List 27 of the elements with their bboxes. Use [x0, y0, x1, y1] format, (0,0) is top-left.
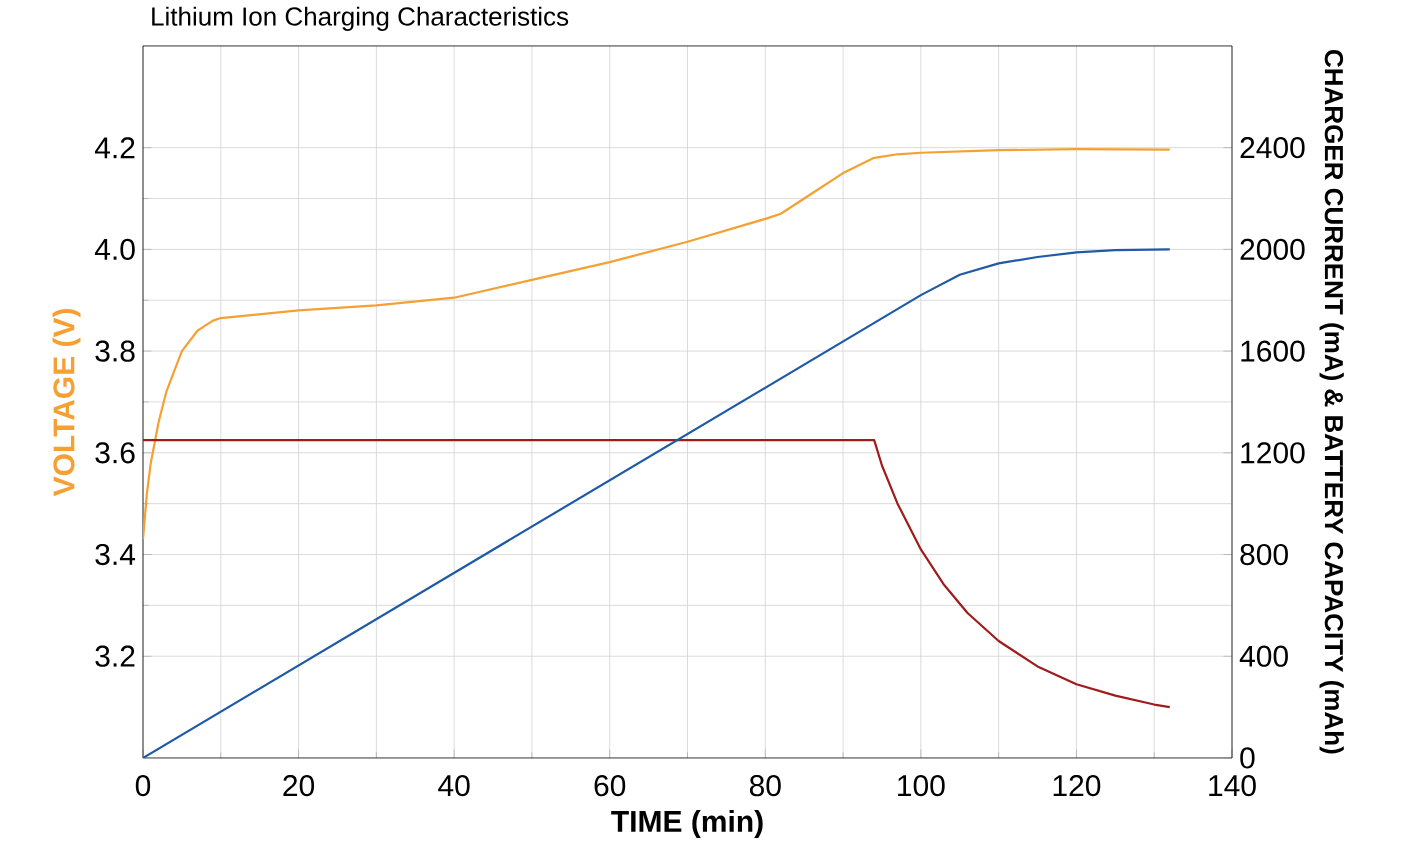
- y-tick-label: 4.2: [94, 137, 135, 159]
- x-tick-label: 100: [898, 775, 945, 797]
- y2-axis-title: CHARGER CURRENT (mA) & BATTERY CAPACITY (mAh): [1319, 50, 1344, 754]
- x-tick-label: 80: [749, 775, 781, 797]
- y2-tick-label: 400: [1239, 645, 1288, 667]
- y-tick-label: 4.0: [94, 238, 135, 260]
- x-tick-label: 20: [283, 775, 315, 797]
- x-tick-label: 140: [1209, 775, 1256, 797]
- x-tick-label: 0: [135, 775, 151, 797]
- line-series: [143, 248, 1171, 758]
- y-tick-label: 3.2: [95, 645, 135, 667]
- x-axis-title: TIME (min): [611, 810, 763, 838]
- x-tick-label: 60: [594, 775, 626, 797]
- chart-title: Lithium Ion Charging Characteristics: [152, 6, 569, 31]
- line-series: [143, 439, 1171, 709]
- y-tick-label: 3.4: [95, 543, 136, 566]
- y2-tick-label: 0: [1240, 747, 1255, 769]
- y2-tick-label: 1600: [1241, 340, 1305, 362]
- y-axis-title: VOLTAGE (V): [52, 309, 81, 497]
- y-tick-label: 3.8: [95, 340, 135, 362]
- x-tick-label: 40: [438, 775, 470, 797]
- y2-tick-label: 800: [1240, 543, 1288, 566]
- y2-tick-label: 2000: [1240, 238, 1305, 260]
- x-tick-label: 120: [1053, 775, 1101, 797]
- y-tick-label: 3.6: [95, 442, 135, 464]
- y2-tick-label: 2400: [1240, 137, 1305, 159]
- y2-tick-label: 1200: [1241, 442, 1305, 464]
